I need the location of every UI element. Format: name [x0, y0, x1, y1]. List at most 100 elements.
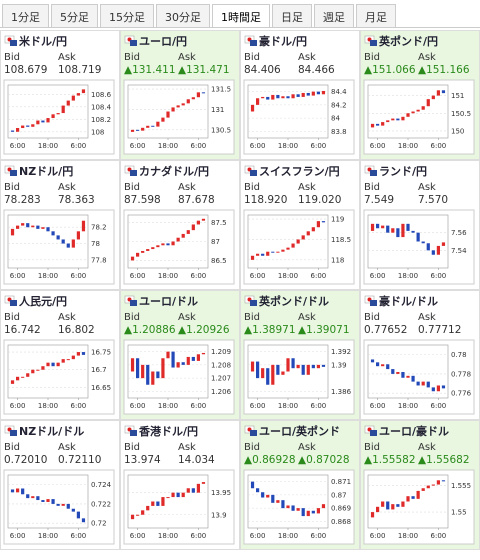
- candle: [321, 364, 326, 367]
- candle: [291, 243, 295, 248]
- y-tick-label: 151: [451, 92, 464, 100]
- pair-name[interactable]: 人民元/円: [18, 295, 67, 308]
- candle: [386, 225, 390, 233]
- bid-label: Bid: [364, 52, 380, 63]
- bid-label: Bid: [364, 182, 380, 193]
- candle: [146, 125, 150, 128]
- y-tick-label: 150: [451, 127, 464, 135]
- pair-name[interactable]: ユーロ/英ポンド: [259, 424, 340, 438]
- candle: [191, 224, 195, 231]
- pair-name[interactable]: NZドル/ドル: [19, 425, 84, 438]
- candle: [286, 247, 290, 250]
- x-tick-label: 6:00: [370, 402, 386, 410]
- pair-name[interactable]: 英ポンド/円: [378, 34, 438, 48]
- tab[interactable]: 1時間足: [212, 4, 270, 27]
- candle: [281, 500, 285, 509]
- tab[interactable]: 15分足: [100, 4, 154, 27]
- candle: [266, 494, 270, 498]
- candle: [161, 497, 165, 506]
- pair-name[interactable]: 豪ドル/ドル: [379, 294, 438, 308]
- pair-name[interactable]: 米ドル/円: [18, 34, 67, 48]
- candle: [76, 93, 80, 96]
- tab[interactable]: 月足: [356, 4, 396, 27]
- candle: [376, 506, 380, 513]
- candle: [261, 368, 265, 379]
- chart-frame: [243, 469, 355, 545]
- candle: [186, 488, 190, 493]
- candle: [136, 514, 140, 516]
- pair-name[interactable]: NZドル/円: [19, 165, 73, 178]
- pair-name[interactable]: ユーロ/円: [139, 35, 187, 48]
- candle: [441, 385, 446, 389]
- candle: [181, 492, 185, 498]
- y-tick-label: 108.6: [91, 91, 112, 99]
- flag-icon: [250, 430, 257, 436]
- candle: [421, 241, 425, 244]
- y-tick-label: 118: [331, 256, 344, 264]
- candle: [306, 510, 310, 517]
- ask-value: ▲1.39071: [298, 324, 350, 336]
- x-tick-label: 18:00: [38, 402, 58, 410]
- x-tick-label: 6:00: [191, 402, 207, 410]
- pair-name[interactable]: カナダドル/円: [139, 164, 209, 178]
- candle: [426, 243, 430, 251]
- candle: [370, 359, 375, 363]
- candle: [376, 362, 380, 367]
- candle: [441, 90, 446, 94]
- candle: [250, 104, 255, 112]
- y-tick-label: 118.5: [331, 236, 351, 244]
- bid-label: Bid: [124, 52, 140, 63]
- y-tick-label: 1.386: [331, 388, 352, 396]
- candle: [311, 227, 315, 232]
- tab[interactable]: 5分足: [51, 4, 98, 27]
- candle: [196, 92, 200, 98]
- chart-frame: [3, 339, 115, 415]
- tab[interactable]: 30分足: [156, 4, 210, 27]
- pair-name[interactable]: 英ポンド/ドル: [258, 294, 329, 308]
- flag-icon: [130, 40, 137, 46]
- candle: [166, 497, 170, 499]
- tab[interactable]: 日足: [272, 4, 312, 27]
- x-tick-label: 6:00: [10, 532, 26, 540]
- y-tick-label: 78.2: [91, 224, 107, 232]
- pair-name[interactable]: ユーロ/豪ドル: [379, 424, 449, 438]
- candle: [61, 105, 65, 114]
- chart-frame: [3, 79, 115, 155]
- y-tick-label: 78: [91, 240, 100, 248]
- x-tick-label: 18:00: [38, 142, 58, 150]
- chart-frame: [123, 79, 235, 155]
- tab[interactable]: 1分足: [2, 4, 49, 27]
- flag-icon: [10, 430, 17, 436]
- candle: [311, 510, 315, 514]
- x-tick-label: 18:00: [38, 272, 58, 280]
- candle: [411, 496, 415, 499]
- tab[interactable]: 週足: [314, 4, 354, 27]
- y-tick-label: 7.56: [451, 229, 467, 237]
- candle: [191, 97, 195, 100]
- x-tick-label: 6:00: [71, 272, 87, 280]
- y-tick-label: 0.724: [91, 481, 112, 489]
- x-tick-label: 6:00: [431, 532, 447, 540]
- candle: [41, 120, 45, 123]
- candle: [396, 228, 400, 238]
- pair-name[interactable]: ユーロ/ドル: [139, 295, 198, 308]
- candle: [36, 369, 40, 371]
- pair-name[interactable]: ランド/円: [379, 165, 427, 178]
- candle: [301, 508, 305, 517]
- bid-value: ▲1.20886: [124, 324, 176, 336]
- candle: [71, 355, 75, 360]
- candle: [261, 492, 265, 498]
- candle: [416, 490, 420, 499]
- candle: [391, 228, 395, 233]
- y-tick-label: 84.2: [331, 101, 347, 109]
- pair-name[interactable]: 香港ドル/円: [138, 424, 198, 438]
- y-tick-label: 0.868: [331, 518, 351, 526]
- candle: [431, 387, 435, 392]
- candle: [196, 220, 200, 225]
- pair-name[interactable]: 豪ドル/円: [259, 34, 307, 48]
- candle: [381, 122, 385, 126]
- candle: [421, 488, 425, 491]
- pair-name[interactable]: スイスフラン/円: [259, 165, 340, 178]
- flag-icon: [10, 40, 17, 46]
- bid-label: Bid: [244, 442, 260, 453]
